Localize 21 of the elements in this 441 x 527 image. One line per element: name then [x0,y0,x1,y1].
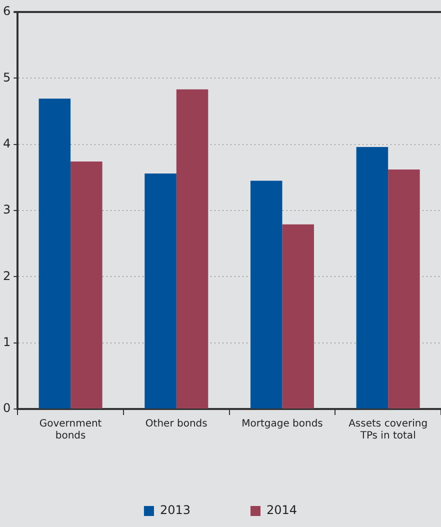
bar [38,98,71,408]
y-tick-label: 3 [2,202,11,217]
bar [70,162,102,408]
x-tick-label: Assets covering TPs in total [348,418,428,442]
y-tick-label: 1 [2,334,11,349]
y-tick-label: 0 [2,401,11,416]
y-tick-label: 6 [2,4,11,18]
bar [176,89,208,408]
legend-label: 2013 [160,503,191,518]
bar [388,169,420,408]
x-tick-label: Mortgage bonds [242,418,323,430]
bar [144,173,176,408]
legend-label: 2014 [266,503,298,518]
bar [250,180,282,408]
y-tick-label: 5 [2,70,11,84]
x-tick-label: Other bonds [145,418,208,430]
bar [356,146,388,408]
bar [282,224,314,408]
x-tick-label: Government bonds [39,418,102,442]
y-tick-label: 4 [2,136,11,150]
y-tick-label: 2 [2,268,11,283]
